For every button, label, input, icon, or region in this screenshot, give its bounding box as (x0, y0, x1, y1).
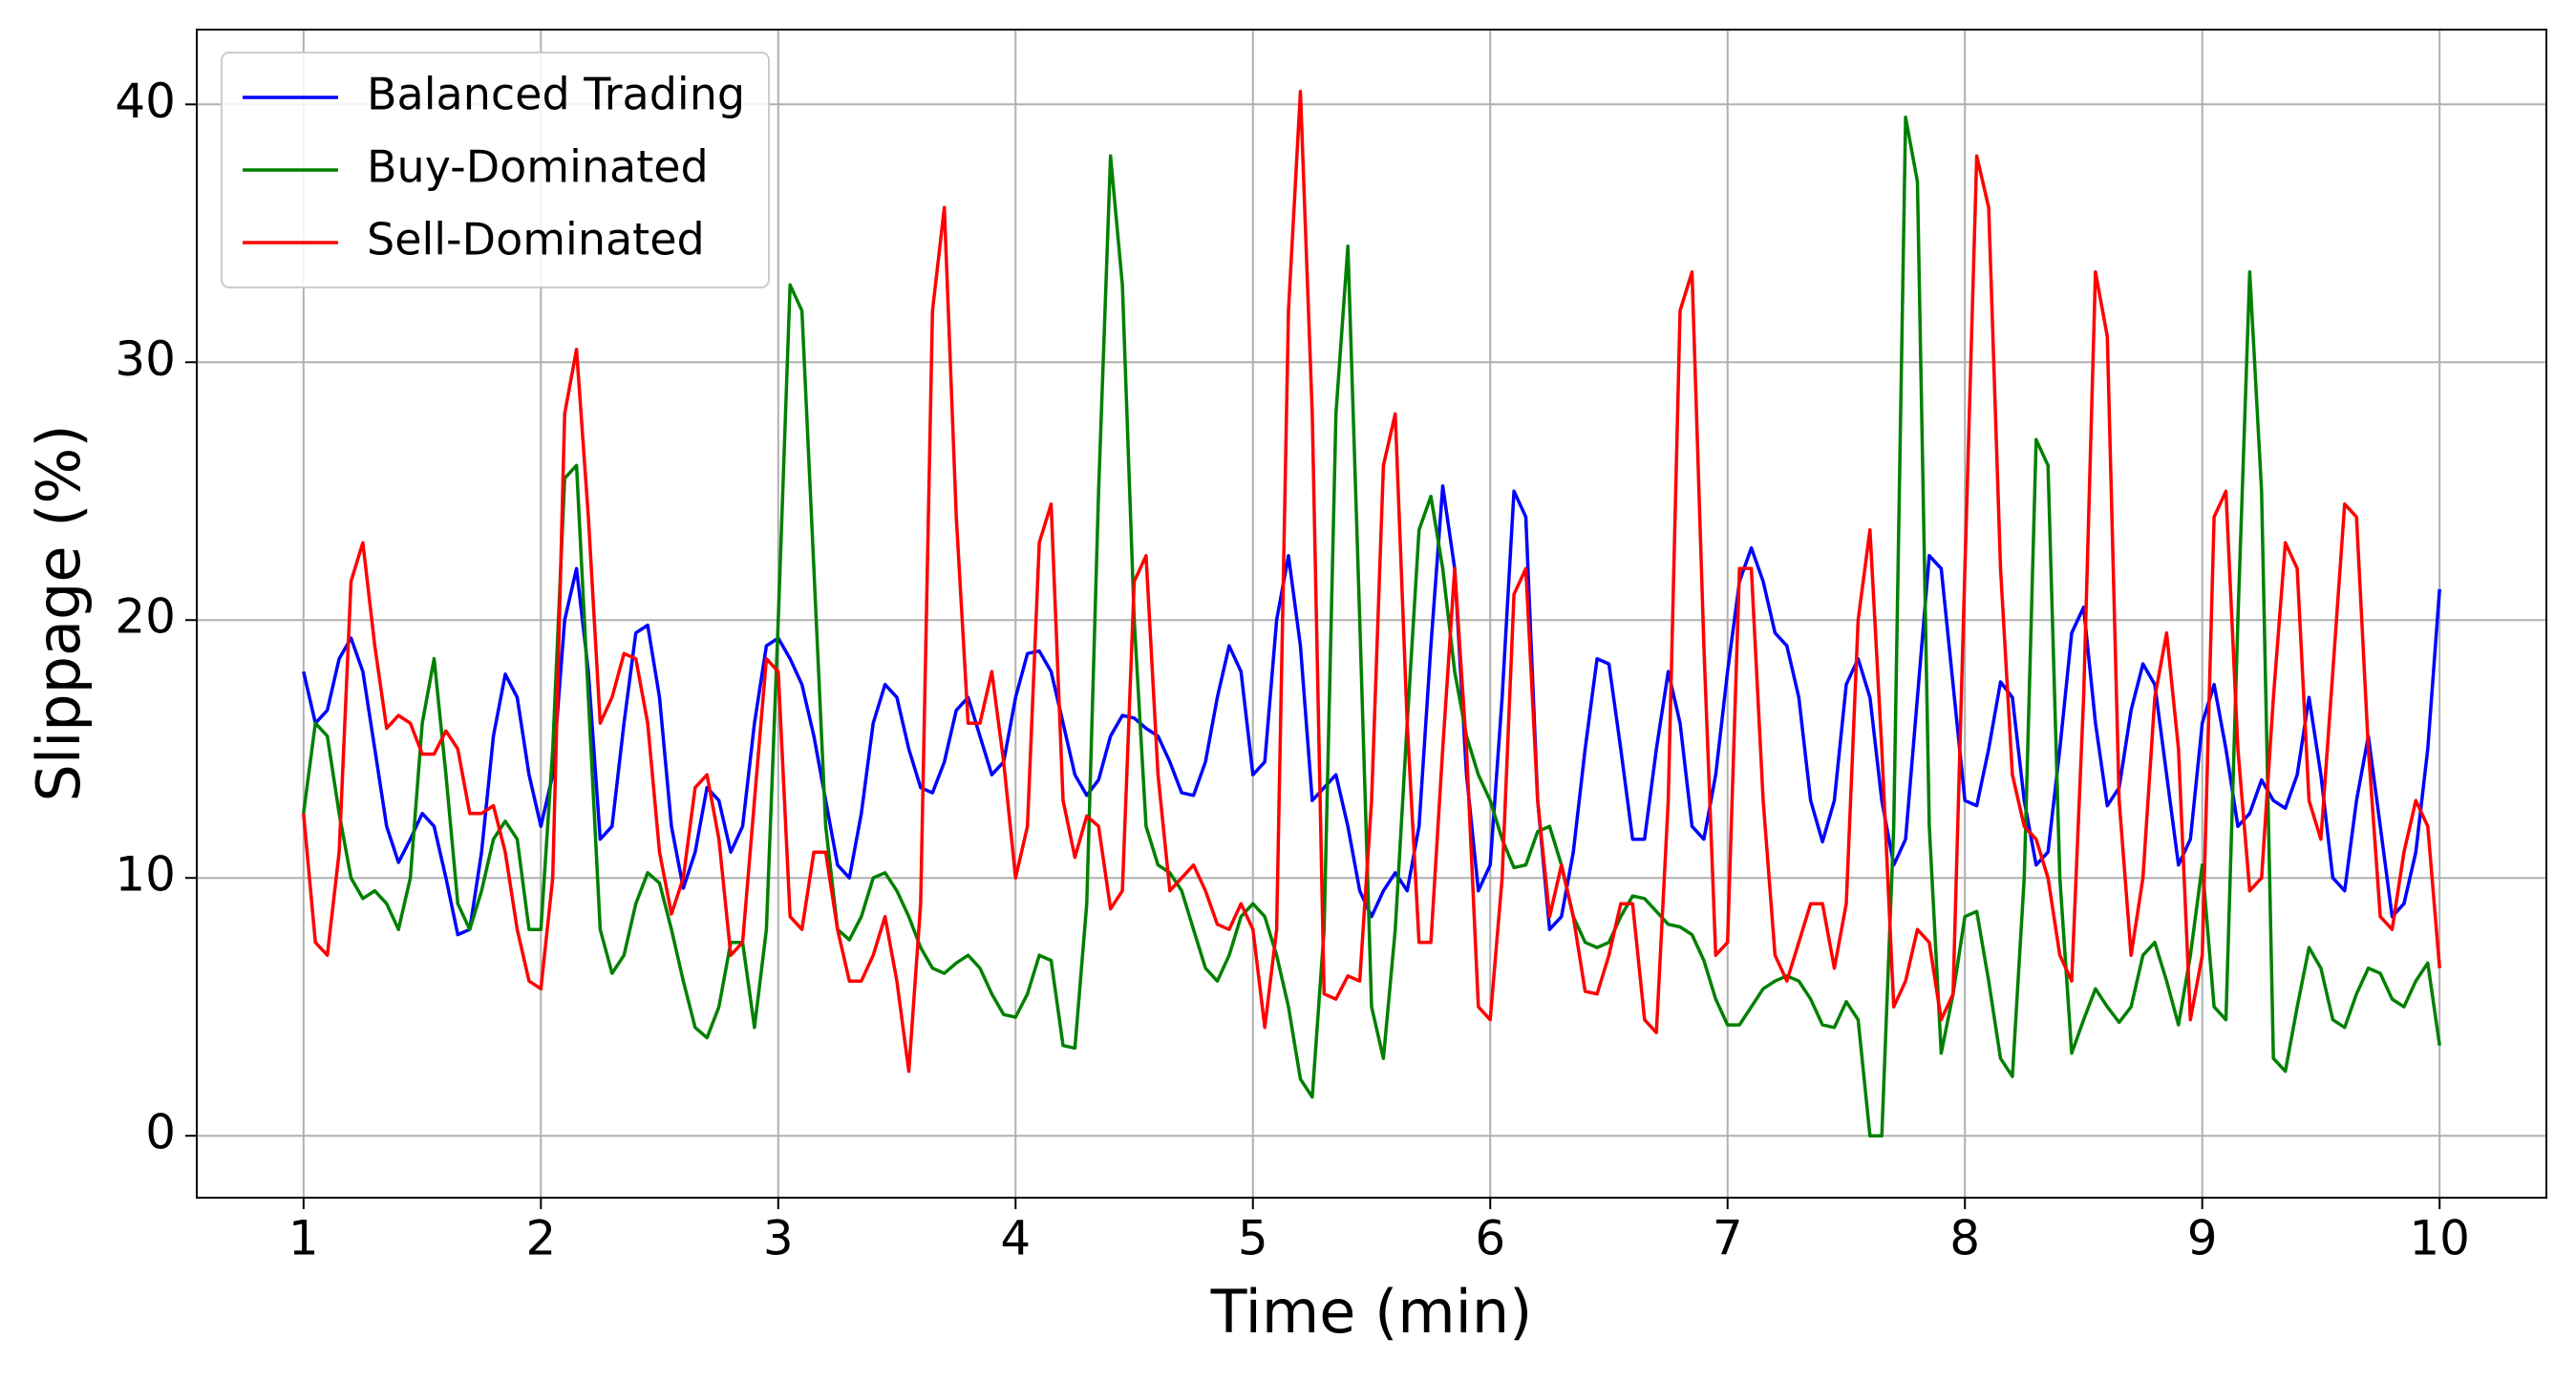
legend-box (221, 52, 770, 288)
legend-label: Sell-Dominated (367, 214, 705, 266)
y-tick-label: 0 (145, 1105, 176, 1160)
y-tick-label: 30 (115, 331, 176, 387)
x-tick-label: 8 (1949, 1211, 1980, 1266)
y-tick-label: 10 (115, 847, 176, 903)
x-tick-label: 10 (2409, 1211, 2470, 1266)
y-tick-label: 20 (115, 589, 176, 645)
y-tick-label: 40 (115, 74, 176, 129)
x-axis-label: Time (min) (1210, 1277, 1533, 1347)
data-line (302, 116, 2441, 1137)
x-tick-label: 4 (1000, 1211, 1031, 1266)
legend: Balanced Trading Buy-Dominated Sell-Domina… (221, 52, 770, 288)
x-tick-label: 6 (1475, 1211, 1505, 1266)
y-axis-label: Slippage (%) (24, 424, 94, 801)
plot-frame (196, 29, 2547, 1199)
legend-label: Balanced Trading (367, 69, 745, 120)
data-line (302, 484, 2441, 937)
x-tick-label: 9 (2187, 1211, 2218, 1266)
x-tick-label: 1 (288, 1211, 319, 1266)
legend-label: Buy-Dominated (367, 141, 709, 193)
x-tick-label: 2 (525, 1211, 556, 1266)
x-tick-label: 3 (763, 1211, 794, 1266)
data-line (302, 90, 2441, 1074)
x-tick-label: 5 (1238, 1211, 1268, 1266)
x-tick-label: 7 (1713, 1211, 1743, 1266)
